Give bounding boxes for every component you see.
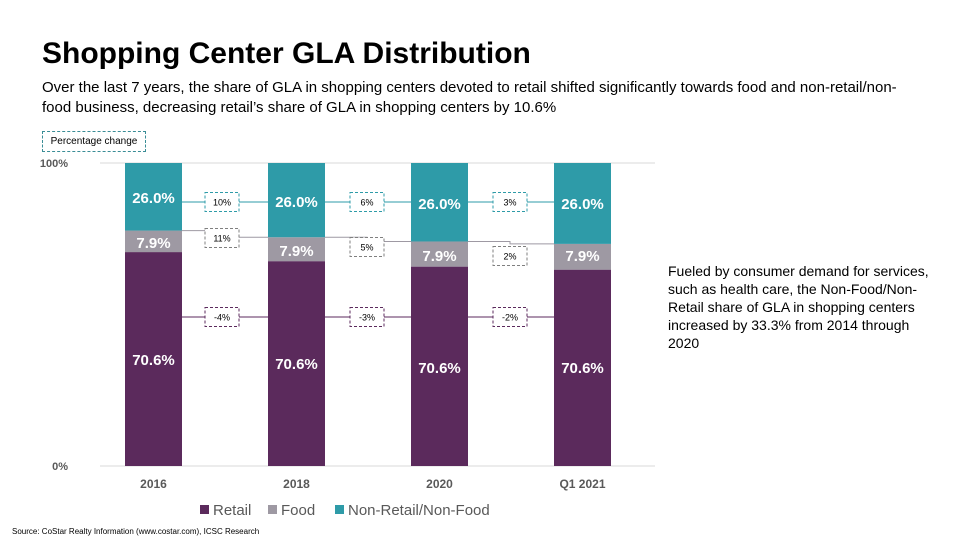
- data-label: 26.0%: [275, 194, 318, 211]
- change-box: [204, 192, 240, 212]
- data-label: 70.6%: [275, 356, 318, 373]
- bar-segment: [554, 243, 611, 270]
- change-box-label: -3%: [359, 313, 375, 323]
- axes: 100% 0% 2016 2018 2020 Q1 2021: [40, 158, 606, 491]
- change-box-label: -4%: [214, 313, 230, 323]
- data-label: 26.0%: [418, 196, 461, 213]
- change-box-label: 11%: [213, 234, 230, 244]
- percentage-change-label: Percentage change: [42, 131, 146, 152]
- change-box-label: 2%: [503, 252, 516, 262]
- bar-segment: [125, 230, 182, 253]
- change-box: [204, 228, 240, 248]
- legend-swatch: [268, 505, 277, 514]
- legend-label: Retail: [213, 502, 251, 519]
- data-label: 70.6%: [132, 352, 175, 369]
- data-label: 7.9%: [136, 235, 170, 252]
- page-title: Shopping Center GLA Distribution: [42, 37, 531, 70]
- bar-segment: [554, 269, 611, 466]
- change-box-label: 5%: [360, 243, 373, 253]
- source-note: Source: CoStar Realty Information (www.c…: [12, 527, 260, 536]
- change-box-label: 3%: [503, 198, 516, 208]
- change-box: [204, 307, 240, 327]
- legend-label: Food: [281, 502, 315, 519]
- page-subtitle: Over the last 7 years, the share of GLA …: [42, 79, 897, 116]
- data-label: 7.9%: [422, 248, 456, 265]
- change-box-label: 10%: [213, 198, 231, 208]
- data-label: 26.0%: [132, 190, 175, 207]
- data-label: 7.9%: [279, 243, 313, 260]
- legend-label: Non-Retail/Non-Food: [348, 502, 490, 519]
- side-note: Fueled by consumer demand for services, …: [668, 263, 929, 351]
- bar-segment: [411, 266, 468, 466]
- bar-segment: [411, 163, 468, 242]
- x-tick-label: 2020: [426, 477, 453, 491]
- change-box: [349, 307, 385, 327]
- data-label: 70.6%: [418, 360, 461, 377]
- change-box-label: 6%: [360, 198, 373, 208]
- bar-segment: [125, 252, 182, 466]
- legend: Retail Food Non-Retail/Non-Food: [200, 502, 490, 519]
- change-box: [492, 192, 528, 212]
- x-tick-label: 2018: [283, 477, 310, 491]
- data-label: 26.0%: [561, 196, 604, 213]
- legend-swatch: [335, 505, 344, 514]
- bar-segment: [268, 163, 325, 238]
- bar-segment: [268, 261, 325, 466]
- data-label: 70.6%: [561, 360, 604, 377]
- bar-segment: [268, 237, 325, 262]
- bar-segment: [411, 241, 468, 267]
- change-box: [492, 307, 528, 327]
- change-box: [349, 237, 385, 257]
- x-tick-label: 2016: [140, 477, 167, 491]
- bars: 70.6% 7.9% 26.0% 70.6% 7.9% 26.0% 70.6% 7.9% 26.…: [125, 163, 611, 466]
- change-box-label: -2%: [502, 313, 518, 323]
- bar-segment: [125, 163, 182, 231]
- bar-segment: [554, 163, 611, 244]
- data-label: 7.9%: [565, 248, 599, 265]
- change-box: [349, 192, 385, 212]
- change-box: [492, 246, 528, 266]
- x-tick-label: Q1 2021: [559, 477, 605, 491]
- legend-swatch: [200, 505, 209, 514]
- y-tick-label: 0%: [52, 461, 68, 473]
- change-connector: [468, 240, 554, 245]
- change-boxes: 10% 6% 3% 11% 5% 2% -4% -3% -2%: [204, 192, 528, 327]
- y-tick-label: 100%: [40, 158, 68, 170]
